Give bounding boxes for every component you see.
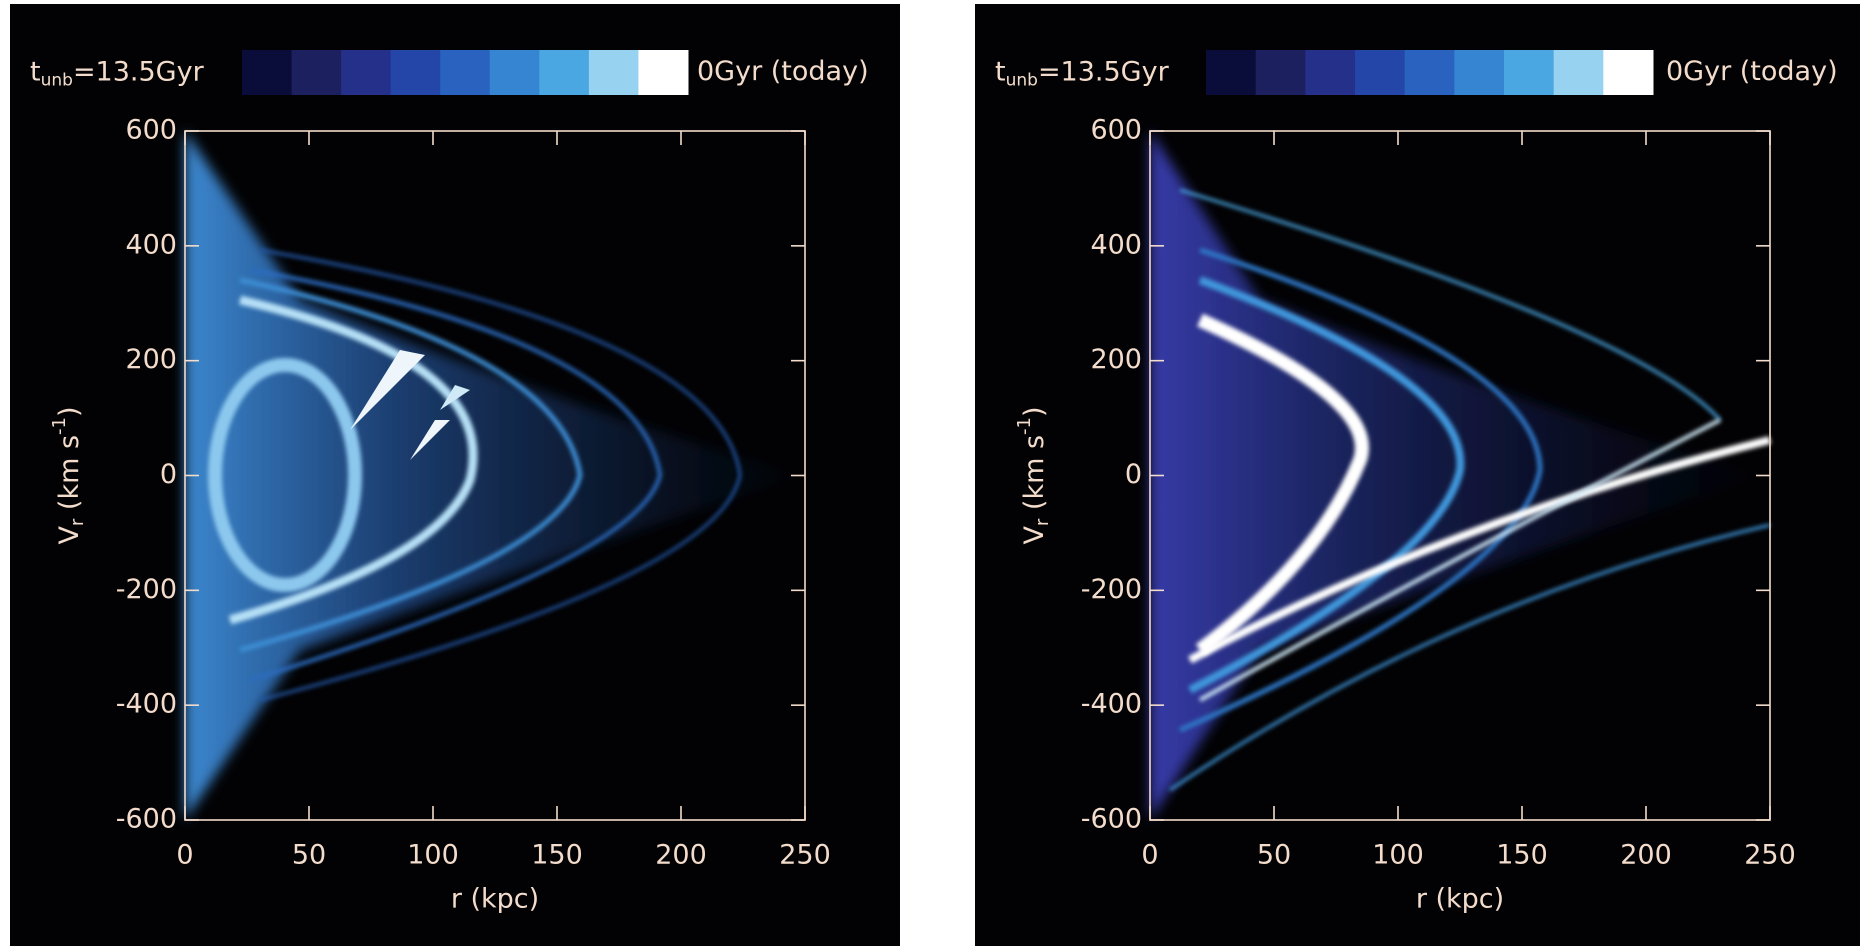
y-tick-label: 0 <box>160 459 177 490</box>
x-axis-label: r (kpc) <box>1416 884 1504 915</box>
colorbar-start-rest: =13.5Gyr <box>73 56 205 87</box>
y-axis-label-end: ) <box>54 406 85 417</box>
x-tick-label: 150 <box>531 840 583 871</box>
x-tick-label: 200 <box>655 840 707 871</box>
x-tick-label: 100 <box>407 840 459 871</box>
colorbar-swatch <box>1305 50 1356 95</box>
x-tick-label: 100 <box>1372 840 1424 871</box>
colorbar-start-rest: =13.5Gyr <box>1038 56 1170 87</box>
x-tick-label: 250 <box>1744 840 1796 871</box>
y-tick-label: -400 <box>116 689 177 720</box>
y-axis-label-sub: r <box>1032 518 1053 526</box>
colorbar-swatch <box>1404 50 1455 95</box>
colorbar-end-label: 0Gyr (today) <box>1666 56 1838 87</box>
y-tick-label: 200 <box>125 344 177 375</box>
y-tick-label: -400 <box>1081 689 1142 720</box>
x-tick-label: 150 <box>1496 840 1548 871</box>
colorbar-start-sub: unb <box>1006 71 1038 91</box>
density-image <box>185 131 805 820</box>
x-tick-label: 50 <box>1257 840 1291 871</box>
x-tick-label: 0 <box>176 840 193 871</box>
x-tick-label: 200 <box>1620 840 1672 871</box>
y-tick-label: 600 <box>1090 115 1142 146</box>
x-tick-label: 50 <box>292 840 326 871</box>
colorbar-swatch <box>638 50 689 95</box>
y-tick-label: 600 <box>125 115 177 146</box>
colorbar-swatch <box>440 50 491 95</box>
y-tick-label: -200 <box>116 574 177 605</box>
y-axis-label-mid: (km s <box>54 435 85 519</box>
y-axis-label-sup: -1 <box>49 417 70 435</box>
y-tick-label: 200 <box>1090 344 1142 375</box>
colorbar-end-label: 0Gyr (today) <box>697 56 869 87</box>
colorbar-swatch <box>1255 50 1306 95</box>
x-tick-label: 250 <box>779 840 831 871</box>
y-axis-label-main: V <box>1019 526 1050 545</box>
colorbar-swatch <box>489 50 540 95</box>
y-tick-label: -600 <box>1081 804 1142 835</box>
colorbar-swatch <box>242 50 293 95</box>
x-axis-label: r (kpc) <box>451 884 539 915</box>
y-axis-label: Vr (km s-1) <box>1014 406 1053 544</box>
colorbar-start-label: tunb=13.5Gyr <box>30 56 205 91</box>
colorbar-swatch <box>1206 50 1257 95</box>
y-axis-label-sub: r <box>67 518 88 526</box>
colorbar-start-main: t <box>30 56 41 87</box>
colorbar-start-main: t <box>995 56 1006 87</box>
colorbar-swatch <box>539 50 590 95</box>
colorbar-swatch <box>341 50 392 95</box>
y-tick-label: 0 <box>1125 459 1142 490</box>
y-tick-label: 400 <box>125 229 177 260</box>
y-axis-label-mid: (km s <box>1019 435 1050 519</box>
colorbar-swatch <box>390 50 441 95</box>
y-tick-label: -600 <box>116 804 177 835</box>
colorbar-swatch <box>1553 50 1604 95</box>
y-axis-label-main: V <box>54 526 85 545</box>
colorbar-swatch <box>588 50 639 95</box>
colorbar-swatch <box>1504 50 1555 95</box>
colorbar-swatch <box>1355 50 1406 95</box>
density-image <box>1150 131 1771 820</box>
colorbar-swatch <box>291 50 342 95</box>
colorbar-start-sub: unb <box>41 71 73 91</box>
y-tick-label: 400 <box>1090 229 1142 260</box>
y-tick-label: -200 <box>1081 574 1142 605</box>
colorbar-swatch <box>1603 50 1654 95</box>
x-tick-label: 0 <box>1141 840 1158 871</box>
colorbar-swatch <box>1454 50 1505 95</box>
y-axis-label-sup: -1 <box>1014 417 1035 435</box>
y-axis-label-end: ) <box>1019 406 1050 417</box>
colorbar-start-label: tunb=13.5Gyr <box>995 56 1170 91</box>
y-axis-label: Vr (km s-1) <box>49 406 88 544</box>
